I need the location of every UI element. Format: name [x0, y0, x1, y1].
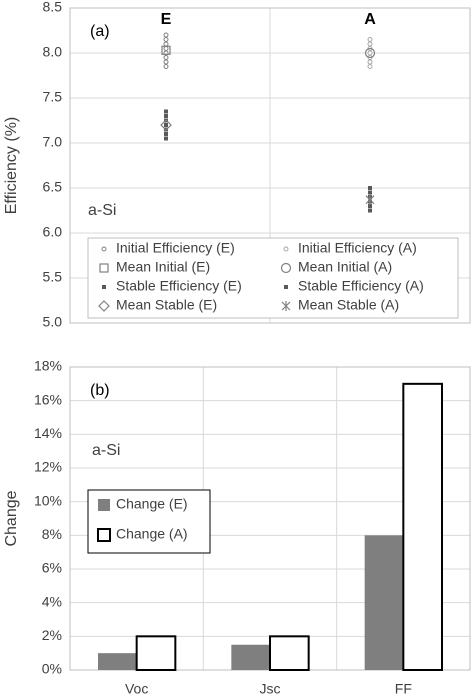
y-tick-label: 5.5 [43, 269, 63, 285]
point [164, 132, 168, 136]
x-tick-label: Jsc [260, 681, 281, 697]
legend-marker [98, 300, 110, 312]
point [163, 32, 169, 38]
y-tick-label: 2% [42, 627, 62, 643]
legend-label: Stable Efficiency (A) [298, 278, 424, 294]
legend-label: Mean Stable (A) [298, 297, 399, 313]
bar [135, 635, 177, 671]
y-tick-label: 18% [34, 358, 62, 374]
bar [269, 635, 310, 671]
y-tick-label: 10% [34, 492, 62, 508]
y-tick-label: 12% [34, 459, 62, 475]
y-tick-label: 7.5 [43, 89, 63, 105]
point [164, 136, 168, 141]
legend-marker [284, 285, 288, 289]
point [161, 45, 171, 55]
legend-label: Change (A) [116, 526, 188, 542]
legend-label: Mean Initial (E) [116, 259, 210, 275]
y-tick-label: 8% [42, 526, 62, 542]
legend-label: Mean Stable (E) [116, 297, 217, 313]
x-tick-label: FF [395, 681, 412, 697]
y-tick-label: 5.0 [43, 314, 63, 330]
point [164, 109, 168, 114]
annotation: a-Si [92, 442, 120, 459]
legend-marker [102, 285, 106, 289]
point [160, 119, 172, 131]
legend-marker [283, 246, 289, 252]
point [164, 123, 168, 127]
legend-marker [281, 301, 291, 311]
legend-label: Change (E) [116, 496, 188, 512]
point [368, 190, 372, 195]
panel-label: (b) [90, 382, 110, 399]
legend-marker [280, 262, 292, 274]
bar [231, 644, 270, 670]
legend-swatch [97, 528, 111, 542]
x-tick-label: Voc [125, 681, 148, 697]
legend-marker [99, 263, 109, 273]
bar [402, 382, 444, 671]
y-tick-label: 6% [42, 560, 62, 576]
y-axis-label: Change [3, 490, 20, 546]
point [163, 46, 169, 51]
point [164, 114, 168, 118]
annotation: a-Si [88, 202, 116, 219]
bar [364, 535, 404, 670]
point [367, 59, 373, 65]
legend-label: Initial Efficiency (A) [298, 240, 417, 256]
point [368, 204, 372, 208]
y-tick-label: 6.0 [43, 224, 63, 240]
point [367, 37, 373, 42]
point [365, 194, 375, 205]
point [163, 41, 169, 47]
legend-label: Mean Initial (A) [298, 259, 392, 275]
y-tick-label: 4% [42, 593, 62, 609]
y-tick-label: 6.5 [43, 179, 63, 195]
legend-marker [101, 246, 107, 252]
point [367, 50, 373, 56]
legend-box [87, 237, 459, 319]
y-tick-label: 14% [34, 425, 62, 441]
point [368, 208, 372, 213]
category-label: A [364, 11, 376, 28]
y-tick-label: 8.5 [43, 0, 63, 15]
y-tick-label: 0% [42, 661, 62, 677]
point [163, 37, 169, 42]
bar [98, 653, 137, 670]
point [367, 64, 373, 69]
y-tick-label: 16% [34, 391, 62, 407]
point [364, 47, 376, 59]
legend-swatch [98, 499, 110, 511]
point [163, 55, 169, 60]
point [367, 41, 373, 47]
legend-label: Initial Efficiency (E) [116, 240, 235, 256]
panel-label: (a) [90, 23, 110, 40]
point [163, 64, 169, 69]
plot-frame [69, 7, 471, 324]
y-axis-label: Efficiency (%) [3, 117, 20, 215]
legend-label: Stable Efficiency (E) [116, 278, 242, 294]
point [368, 186, 372, 190]
category-label: E [161, 11, 172, 28]
y-tick-label: 7.0 [43, 134, 63, 150]
point [163, 59, 169, 65]
y-tick-label: 8.0 [43, 44, 63, 60]
